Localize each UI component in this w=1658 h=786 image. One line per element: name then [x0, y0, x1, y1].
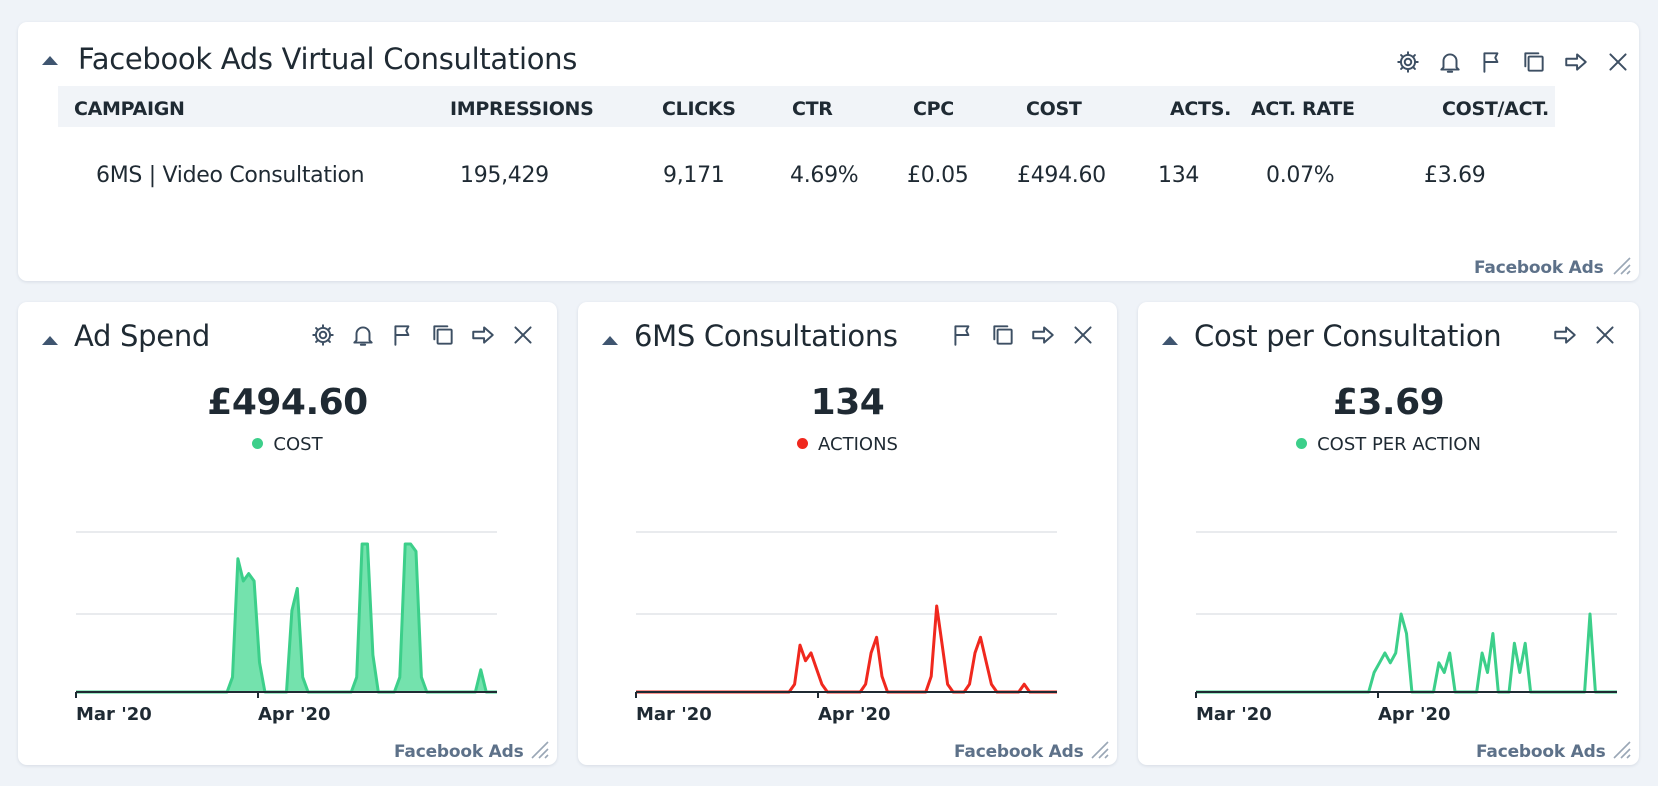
gear-icon[interactable] [1392, 46, 1424, 78]
widget-toolbar [1549, 319, 1621, 351]
share-arrow-icon[interactable] [467, 319, 499, 351]
copy-icon[interactable] [987, 319, 1019, 351]
legend-label: COST PER ACTION [1317, 434, 1481, 455]
metric-widget: 6MS Consultations 134 ACTIONS Facebook Ads M… [578, 302, 1117, 765]
x-tick-label: Apr '20 [818, 704, 891, 725]
legend-dot-icon [252, 438, 264, 449]
widget-title: Cost per Consultation [1194, 319, 1502, 353]
x-tick-label: Mar '20 [76, 704, 152, 725]
share-arrow-icon[interactable] [1560, 46, 1592, 78]
series-area [76, 544, 497, 692]
source-label: Facebook Ads [1474, 258, 1604, 278]
collapse-toggle-icon[interactable] [602, 336, 618, 345]
flag-icon[interactable] [947, 319, 979, 351]
series-line [636, 604, 1057, 694]
table-header: CAMPAIGN IMPRESSIONS CLICKS CTR CPC COST… [58, 86, 1555, 127]
resize-handle-icon[interactable] [528, 738, 550, 760]
chart: Mar '20 Apr '20 [75, 531, 497, 725]
column-header[interactable]: CPC [913, 98, 954, 120]
resize-handle-icon[interactable] [1610, 738, 1632, 760]
close-icon[interactable] [1602, 46, 1634, 78]
widget-toolbar [947, 319, 1099, 351]
column-header[interactable]: ACTS. [1170, 98, 1232, 120]
chart: Mar '20 Apr '20 [1195, 531, 1617, 725]
metric-legend: COST PER ACTION [1138, 434, 1639, 455]
table-cell: £3.69 [1424, 163, 1486, 188]
legend-label: COST [273, 434, 323, 455]
column-header[interactable]: COST/ACT. [1442, 98, 1549, 120]
table-cell: 4.69% [790, 163, 859, 188]
metric-legend: COST [18, 434, 557, 455]
table-cell: 195,429 [460, 163, 549, 188]
table-cell: £0.05 [907, 163, 969, 188]
flag-icon[interactable] [1476, 46, 1508, 78]
share-arrow-icon[interactable] [1549, 319, 1581, 351]
chart: Mar '20 Apr '20 [635, 531, 1057, 725]
close-icon[interactable] [1067, 319, 1099, 351]
table-cell: 6MS | Video Consultation [96, 163, 365, 188]
bell-icon[interactable] [1434, 46, 1466, 78]
copy-icon[interactable] [1518, 46, 1550, 78]
x-tick-label: Apr '20 [1378, 704, 1451, 725]
gear-icon[interactable] [307, 319, 339, 351]
metric-widget: Ad Spend £494.60 COST Facebook Ads Mar '20 Ap… [18, 302, 557, 765]
column-header[interactable]: CLICKS [662, 98, 736, 120]
table-cell: 9,171 [663, 163, 725, 188]
legend-dot-icon [1296, 438, 1308, 449]
table-cell: £494.60 [1017, 163, 1106, 188]
metric-value: £494.60 [207, 382, 368, 423]
legend-dot-icon [797, 438, 809, 449]
metric-widget: Cost per Consultation £3.69 COST PER ACTIO… [1138, 302, 1639, 765]
copy-icon[interactable] [427, 319, 459, 351]
collapse-toggle-icon[interactable] [42, 336, 58, 345]
close-icon[interactable] [1589, 319, 1621, 351]
flag-icon[interactable] [387, 319, 419, 351]
widget-title: Ad Spend [74, 319, 211, 353]
column-header[interactable]: CAMPAIGN [74, 98, 185, 120]
column-header[interactable]: IMPRESSIONS [450, 98, 594, 120]
metric-value: 134 [810, 382, 885, 423]
source-label: Facebook Ads [954, 742, 1084, 762]
column-header[interactable]: CTR [792, 98, 833, 120]
series-line [1196, 612, 1617, 694]
resize-handle-icon[interactable] [1610, 254, 1632, 276]
widget-title: Facebook Ads Virtual Consultations [78, 42, 578, 76]
collapse-toggle-icon[interactable] [1162, 336, 1178, 345]
close-icon[interactable] [507, 319, 539, 351]
metric-value: £3.69 [1332, 382, 1445, 423]
column-header[interactable]: ACT. RATE [1251, 98, 1355, 120]
table-widget: Facebook Ads Virtual Consultations CAMPA… [18, 22, 1639, 281]
collapse-toggle-icon[interactable] [42, 56, 58, 65]
resize-handle-icon[interactable] [1088, 738, 1110, 760]
source-label: Facebook Ads [394, 742, 524, 762]
series-line [76, 542, 497, 694]
bell-icon[interactable] [347, 319, 379, 351]
widget-title: 6MS Consultations [634, 319, 898, 353]
x-tick-label: Mar '20 [1196, 704, 1272, 725]
widget-toolbar [1392, 46, 1634, 78]
table-cell: 0.07% [1266, 163, 1335, 188]
source-label: Facebook Ads [1476, 742, 1606, 762]
widget-toolbar [307, 319, 539, 351]
x-tick-label: Apr '20 [258, 704, 331, 725]
column-header[interactable]: COST [1026, 98, 1082, 120]
x-tick-label: Mar '20 [636, 704, 712, 725]
table-cell: 134 [1158, 163, 1200, 188]
share-arrow-icon[interactable] [1027, 319, 1059, 351]
legend-label: ACTIONS [818, 434, 898, 455]
metric-legend: ACTIONS [578, 434, 1117, 455]
